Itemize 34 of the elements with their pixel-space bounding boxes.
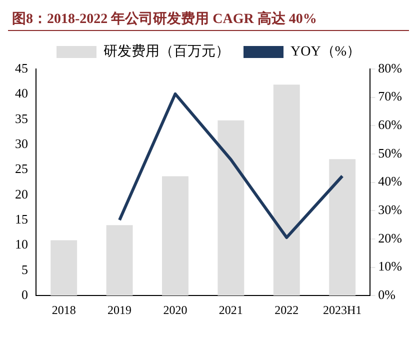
y-tick-label: 0: [22, 287, 28, 302]
y-tick-label: 15: [15, 211, 28, 226]
x-tick-label: 2018: [52, 302, 76, 317]
y-tick-label: 25: [15, 161, 28, 176]
x-tick-label: 2022: [274, 302, 299, 317]
y-tick-label: 35: [15, 110, 28, 126]
x-tick-label: 2019: [108, 302, 132, 317]
y2-tick-label: 20%: [378, 230, 402, 246]
y-tick-label: 40: [15, 86, 28, 101]
chart-title: 图8：2018-2022 年公司研发费用 CAGR 高达 40%: [8, 8, 409, 31]
y2-tick-label: 60%: [378, 117, 402, 132]
bar: [50, 240, 78, 296]
y2-tick-label: 50%: [378, 145, 402, 160]
bar: [218, 120, 244, 296]
x-tick-label: 2020: [163, 302, 188, 317]
y-tick-label: 30: [15, 136, 28, 151]
y2-tick-label: 80%: [378, 60, 402, 76]
x-tick-label: 2023H1: [322, 302, 362, 317]
y2-tick-label: 40%: [378, 174, 402, 189]
bar: [329, 159, 356, 296]
y-tick-label: 5: [22, 262, 28, 277]
y2-tick-label: 70%: [378, 88, 402, 104]
y2-tick-label: 0%: [378, 287, 396, 302]
y-tick-label: 10: [15, 236, 28, 252]
y2-tick-label: 10%: [378, 258, 402, 274]
y-tick-label: 20: [15, 186, 28, 202]
bar: [162, 176, 188, 296]
x-tick-label: 2021: [218, 302, 243, 317]
legend-label: YOY（%）: [290, 44, 361, 60]
bar: [106, 225, 133, 296]
y2-tick-label: 30%: [378, 202, 402, 218]
y-tick-label: 45: [15, 60, 28, 76]
bar: [273, 84, 300, 296]
legend-label: 研发费用（百万元）: [104, 44, 230, 60]
